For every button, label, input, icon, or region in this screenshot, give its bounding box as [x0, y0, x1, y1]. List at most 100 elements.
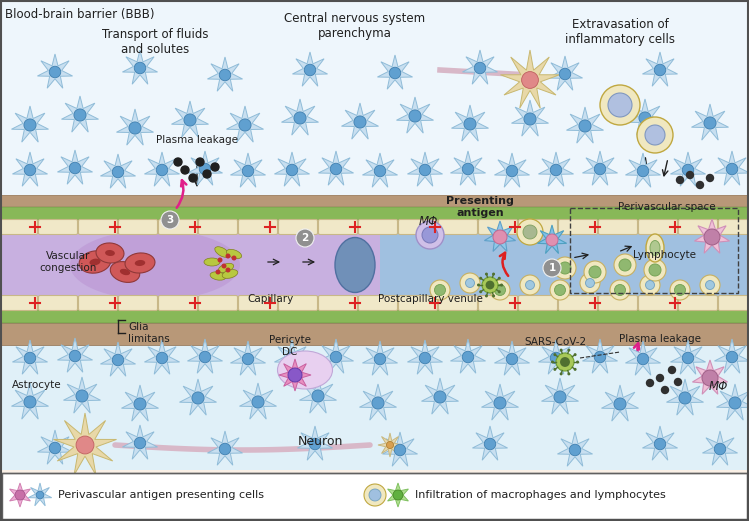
Polygon shape [473, 426, 508, 460]
Polygon shape [231, 153, 266, 187]
Polygon shape [64, 377, 100, 413]
Text: 3: 3 [166, 215, 174, 225]
Circle shape [494, 397, 506, 409]
FancyBboxPatch shape [479, 219, 518, 234]
Circle shape [482, 277, 498, 293]
Polygon shape [10, 483, 31, 507]
Circle shape [225, 267, 231, 272]
Polygon shape [282, 99, 318, 135]
Polygon shape [643, 426, 678, 460]
Circle shape [526, 280, 535, 290]
Circle shape [211, 163, 219, 171]
Circle shape [294, 112, 306, 124]
Circle shape [219, 69, 231, 81]
FancyBboxPatch shape [0, 295, 37, 311]
FancyBboxPatch shape [638, 219, 678, 234]
FancyBboxPatch shape [559, 219, 598, 234]
FancyBboxPatch shape [598, 295, 637, 311]
Polygon shape [625, 153, 661, 187]
Polygon shape [583, 151, 617, 185]
Polygon shape [0, 323, 749, 345]
Polygon shape [187, 151, 222, 185]
Circle shape [372, 397, 384, 409]
Polygon shape [2, 345, 747, 470]
FancyBboxPatch shape [638, 295, 678, 311]
Circle shape [76, 436, 94, 454]
Text: Neuron: Neuron [297, 435, 343, 448]
FancyBboxPatch shape [318, 219, 357, 234]
Circle shape [24, 119, 36, 131]
Polygon shape [407, 152, 443, 186]
Circle shape [219, 443, 231, 455]
Circle shape [477, 283, 480, 287]
Circle shape [490, 280, 510, 300]
Circle shape [500, 283, 503, 287]
Circle shape [637, 117, 673, 153]
Polygon shape [548, 56, 583, 90]
Circle shape [727, 163, 738, 175]
Circle shape [462, 163, 474, 175]
Circle shape [434, 284, 446, 295]
Circle shape [465, 279, 475, 288]
Circle shape [550, 280, 570, 300]
Circle shape [646, 379, 653, 387]
Circle shape [492, 294, 495, 297]
Ellipse shape [135, 260, 145, 266]
Polygon shape [207, 57, 243, 91]
Circle shape [49, 66, 61, 78]
Polygon shape [2, 2, 747, 195]
Polygon shape [2, 473, 747, 519]
Polygon shape [180, 379, 216, 415]
Ellipse shape [89, 258, 100, 265]
Circle shape [24, 352, 36, 364]
Polygon shape [626, 99, 664, 135]
Polygon shape [500, 50, 560, 108]
Ellipse shape [204, 258, 220, 266]
Circle shape [589, 266, 601, 278]
Polygon shape [226, 106, 264, 142]
Polygon shape [187, 339, 222, 373]
Circle shape [574, 368, 577, 371]
Circle shape [637, 353, 649, 365]
Circle shape [112, 166, 124, 178]
Polygon shape [360, 384, 396, 420]
Circle shape [419, 352, 431, 364]
Circle shape [189, 174, 197, 182]
Circle shape [364, 484, 386, 506]
FancyBboxPatch shape [238, 219, 277, 234]
Circle shape [682, 164, 694, 176]
Polygon shape [670, 340, 706, 374]
Circle shape [330, 163, 342, 175]
Circle shape [296, 229, 314, 247]
Circle shape [600, 85, 640, 125]
Polygon shape [297, 426, 333, 460]
Circle shape [222, 264, 226, 268]
Circle shape [389, 67, 401, 79]
FancyBboxPatch shape [438, 219, 478, 234]
Circle shape [112, 354, 124, 366]
Circle shape [676, 177, 684, 183]
Circle shape [288, 368, 302, 382]
Polygon shape [37, 54, 73, 88]
Circle shape [657, 375, 664, 381]
Circle shape [24, 164, 36, 176]
Polygon shape [380, 222, 749, 308]
Text: Vascular
congestion: Vascular congestion [39, 251, 97, 273]
Circle shape [727, 351, 738, 363]
Circle shape [434, 391, 446, 403]
Circle shape [354, 116, 366, 128]
Polygon shape [691, 104, 729, 140]
Circle shape [640, 275, 660, 295]
Circle shape [134, 62, 146, 74]
Polygon shape [494, 153, 530, 187]
Circle shape [498, 277, 501, 280]
Polygon shape [539, 152, 574, 186]
Polygon shape [274, 152, 309, 186]
FancyBboxPatch shape [359, 295, 398, 311]
Ellipse shape [335, 238, 375, 292]
Circle shape [610, 280, 630, 300]
Circle shape [493, 230, 507, 244]
Polygon shape [537, 225, 567, 254]
Circle shape [492, 272, 495, 276]
Circle shape [174, 158, 182, 166]
